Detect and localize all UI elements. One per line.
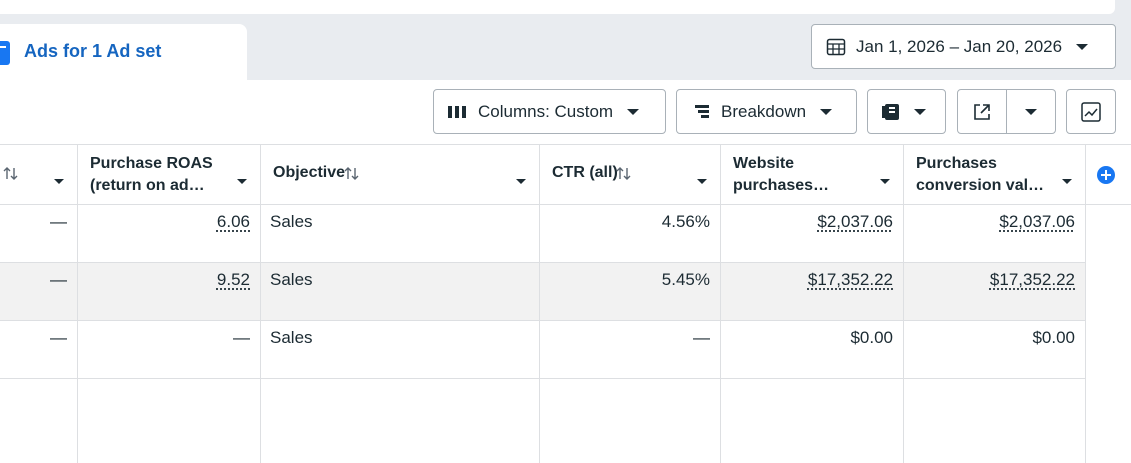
row-divider [0,320,1085,321]
table-cell: $0.00 [1032,328,1075,347]
column-divider [77,144,78,463]
header-label: conversion val… [916,177,1045,194]
row-divider [0,204,1131,205]
table-cell: $0.00 [850,328,893,347]
caret [820,108,833,115]
add-column-button [1096,165,1116,190]
chart-button[interactable] [1066,89,1116,134]
breakdown-button[interactable]: Breakdown [676,89,857,134]
sort-icon [3,167,18,185]
column-header[interactable]: Objective [260,144,539,204]
header-dropdown [237,172,247,190]
date-range-button[interactable]: Jan 1, 2026 – Jan 20, 2026 [811,24,1116,69]
table-cell: 4.56% [661,212,710,231]
row-divider [0,144,1131,145]
tab-icon [0,41,10,65]
header-dropdown [697,172,707,190]
column-divider [260,144,261,463]
tab-label: Ads for 1 Ad set [24,41,162,61]
caret [1025,108,1037,115]
tab[interactable]: Ads for 1 Ad set [0,24,247,84]
columns-button[interactable]: Columns: Custom [433,89,666,134]
data-table: Purchase ROAS (return on ad… Objective CTR … [0,144,1131,463]
header-label: purchases… [733,177,830,194]
table-cell: — [233,328,250,347]
table-cell: Sales [270,328,313,347]
columns-icon [448,105,466,118]
reports-button[interactable] [867,89,946,134]
sort-icon [344,167,359,185]
header-dropdown [516,172,526,190]
column-header[interactable]: CTR (all) [539,144,720,204]
sort-icon [616,167,631,185]
header-dropdown [880,172,890,190]
columns-label: Columns: Custom [478,101,614,121]
export-button[interactable] [957,89,1056,134]
table-cell: $2,037.06 [999,212,1075,231]
table-cell: 6.06 [216,212,250,231]
header-label: Purchase ROAS [90,155,213,172]
header-dropdown [54,172,64,190]
column-header[interactable]: Website purchases… [720,144,903,204]
table-cell: — [50,328,67,347]
export-icon [974,103,990,120]
top-panel [0,0,1115,14]
table-cell: $17,352.22 [807,270,893,289]
row-divider [0,378,1085,379]
table-cell: — [693,328,710,347]
column-divider [720,144,721,463]
chart-icon [1081,101,1101,122]
breakdown-label: Breakdown [721,101,807,121]
row-highlight [0,262,1085,320]
table-cell: Sales [270,270,313,289]
table-cell: $17,352.22 [989,270,1075,289]
table-cell: 9.52 [216,270,250,289]
header-label: (return on ad… [90,177,205,194]
table-cell: $2,037.06 [817,212,893,231]
column-header[interactable]: Purchases conversion val… [903,144,1085,204]
table-cell: — [50,270,67,289]
column-header[interactable]: Purchase ROAS (return on ad… [77,144,260,204]
caret [627,108,640,115]
table-cell: 5.45% [661,270,710,289]
table-cell: Sales [270,212,313,231]
column-divider [539,144,540,463]
caret [914,108,926,115]
column-divider [1085,144,1086,463]
header-label: Purchases [916,155,997,172]
caret [1076,43,1089,50]
calendar-icon [826,38,846,55]
header-label: Website [733,155,795,172]
reports-icon [882,103,899,120]
table-cell: — [50,212,67,231]
breakdown-icon [695,104,709,118]
row-divider [0,262,1085,263]
date-range-label: Jan 1, 2026 – Jan 20, 2026 [856,36,1063,56]
column-divider [903,144,904,463]
header-label: CTR (all) [552,164,618,181]
header-dropdown [1062,172,1072,190]
header-label: Objective [273,164,346,181]
